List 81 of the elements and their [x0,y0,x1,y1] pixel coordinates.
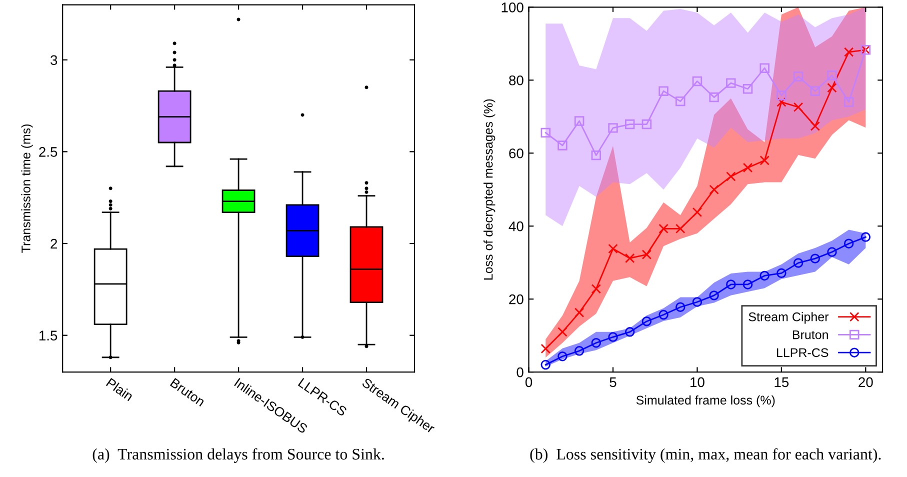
point [624,327,635,337]
y-tick-label: 20 [509,294,524,304]
x-tick-label: 10 [690,377,704,388]
y-tick-label: 40 [508,221,524,232]
x-tick-label: 0 [525,377,532,388]
x-axis-title: Simulated frame loss (%) [636,395,775,408]
point [591,338,602,348]
point [827,70,837,80]
point [726,172,736,182]
point [726,78,736,88]
point [810,121,820,131]
point [676,224,686,234]
point [760,156,770,166]
legend-label: LLPR-CS [776,348,828,358]
y-tick-label: 2 [50,238,58,249]
point [608,244,618,254]
point [624,119,635,130]
point [844,238,854,248]
point [642,250,652,260]
point [608,332,618,342]
point [608,123,618,133]
x-tick-label: 15 [774,377,789,388]
point [591,284,602,294]
point [810,254,820,264]
point [591,150,602,160]
point [658,86,668,96]
point [709,92,719,102]
point [726,280,736,290]
x-tick-label: 20 [858,377,873,388]
y-tick-label: 3 [50,55,58,66]
point [844,47,854,57]
point [760,63,770,73]
point [742,280,753,290]
point [658,224,668,234]
y-tick-label: 1.5 [39,330,58,340]
y-axis-title: Loss of decrypted messages (%) [484,99,496,280]
point [574,116,584,126]
legend-label: Stream Cipher [748,312,829,324]
point [558,352,568,362]
point [558,327,568,337]
point [793,72,804,82]
point [642,119,652,130]
point [827,82,837,93]
point [844,97,854,107]
point [827,247,837,257]
point [709,290,719,300]
point [793,258,804,268]
point [742,162,753,173]
point [642,316,652,326]
point [793,102,804,112]
y-axis-title: Transmission time (ms) [21,124,33,253]
y-tick-label: 0 [516,367,524,378]
text: (a) Transmission delays from Source to Sink. [92,448,384,463]
point [540,128,550,138]
point [776,97,786,107]
point [810,86,820,96]
point [860,232,871,242]
point [574,346,584,356]
point [558,140,568,150]
point [776,90,786,100]
point [742,84,753,94]
legend-label: Bruton [792,330,828,340]
y-tick-label: 60 [509,148,524,158]
point [540,360,550,370]
point [658,310,668,320]
point [692,297,702,307]
x-tick-label: 5 [610,377,616,388]
point [540,344,550,354]
y-tick-label: 100 [502,2,524,12]
y-tick-label: 80 [509,75,524,86]
point [760,270,770,281]
text: (b) Loss sensitivity (min, max, mean for each variant). [530,448,881,463]
y-tick-label: 2.5 [39,147,58,157]
point [709,184,719,194]
point [676,96,686,106]
point [776,268,786,278]
point [624,253,635,264]
point [692,76,702,86]
point [676,302,686,312]
point [574,308,584,318]
point [692,207,702,218]
